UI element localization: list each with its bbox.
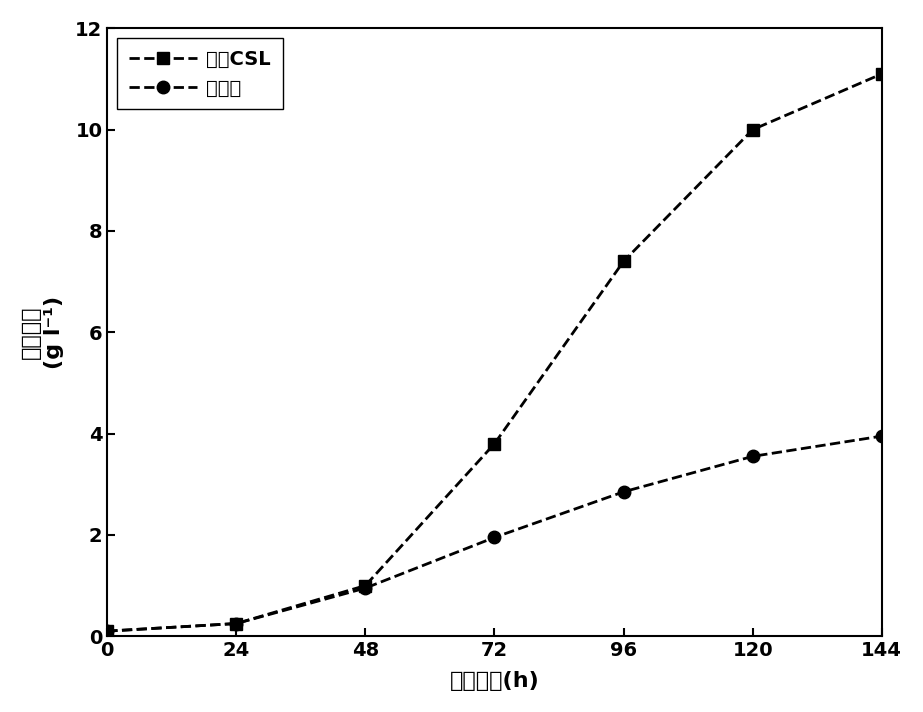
对照组	[231, 619, 242, 628]
添加CSL	[747, 125, 758, 134]
Line: 添加CSL: 添加CSL	[101, 68, 888, 637]
对照组	[489, 533, 500, 542]
对照组	[618, 488, 629, 496]
Line: 对照组: 对照组	[101, 430, 888, 637]
对照组	[360, 584, 371, 592]
Legend: 添加CSL, 对照组: 添加CSL, 对照组	[117, 38, 282, 109]
添加CSL	[231, 619, 242, 628]
添加CSL	[360, 581, 371, 590]
对照组	[876, 432, 887, 441]
Y-axis label: 细胞密度
(g l⁻¹): 细胞密度 (g l⁻¹)	[21, 295, 64, 369]
对照组	[747, 452, 758, 461]
添加CSL	[102, 627, 113, 635]
X-axis label: 培养时间(h): 培养时间(h)	[450, 671, 539, 691]
对照组	[102, 627, 113, 635]
添加CSL	[618, 257, 629, 266]
添加CSL	[489, 439, 500, 448]
添加CSL	[876, 70, 887, 78]
